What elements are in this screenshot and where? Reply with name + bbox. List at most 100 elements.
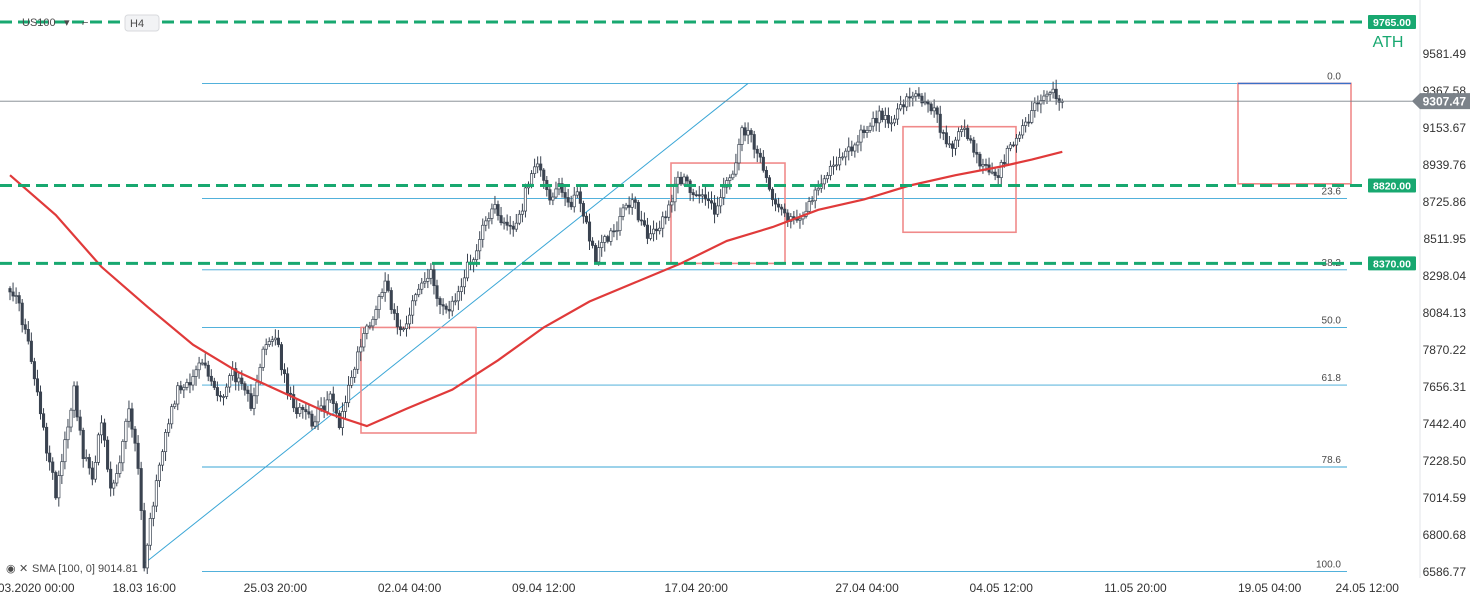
- candle-body[interactable]: [880, 110, 884, 121]
- candle-body[interactable]: [298, 406, 302, 415]
- candle-body[interactable]: [301, 406, 305, 410]
- candle-body[interactable]: [575, 191, 579, 196]
- candle-body[interactable]: [740, 127, 744, 145]
- candle-body[interactable]: [725, 180, 729, 188]
- candle-body[interactable]: [908, 96, 912, 99]
- candle-body[interactable]: [856, 141, 860, 146]
- candle-body[interactable]: [590, 240, 595, 246]
- indicator-eye-icon[interactable]: ◉: [6, 563, 16, 575]
- candle-body[interactable]: [783, 208, 787, 214]
- candle-body[interactable]: [176, 385, 180, 405]
- candle-body[interactable]: [499, 215, 503, 224]
- candle-body[interactable]: [371, 318, 375, 327]
- candle-body[interactable]: [450, 300, 454, 312]
- candle-body[interactable]: [990, 171, 994, 174]
- candle-body[interactable]: [26, 329, 30, 342]
- candle-body[interactable]: [60, 461, 64, 476]
- candle-body[interactable]: [151, 505, 155, 519]
- candle-body[interactable]: [75, 385, 79, 418]
- candle-body[interactable]: [459, 286, 463, 292]
- candle-body[interactable]: [807, 201, 811, 212]
- candle-body[interactable]: [261, 348, 265, 368]
- candle-body[interactable]: [615, 230, 619, 232]
- candle-body[interactable]: [81, 429, 85, 459]
- candle-body[interactable]: [511, 225, 515, 230]
- candle-body[interactable]: [109, 468, 113, 489]
- indicator-close-icon[interactable]: ✕: [19, 563, 28, 575]
- candle-body[interactable]: [978, 153, 982, 167]
- candle-body[interactable]: [374, 309, 378, 320]
- candle-body[interactable]: [953, 139, 958, 149]
- candle-body[interactable]: [536, 163, 540, 168]
- candle-body[interactable]: [14, 295, 18, 297]
- candle-body[interactable]: [633, 199, 637, 203]
- candle-body[interactable]: [51, 461, 55, 473]
- candle-body[interactable]: [221, 396, 226, 398]
- candle-body[interactable]: [286, 373, 290, 394]
- candle-body[interactable]: [655, 228, 659, 232]
- candle-body[interactable]: [624, 204, 628, 209]
- candle-body[interactable]: [883, 115, 887, 121]
- candle-body[interactable]: [853, 144, 857, 152]
- candle-body[interactable]: [276, 337, 280, 345]
- candle-body[interactable]: [697, 194, 701, 197]
- candle-body[interactable]: [444, 305, 448, 310]
- candle-body[interactable]: [145, 544, 149, 569]
- candle-body[interactable]: [865, 130, 869, 133]
- candle-body[interactable]: [383, 280, 387, 293]
- candle-body[interactable]: [164, 432, 168, 453]
- candle-body[interactable]: [200, 362, 204, 365]
- candle-body[interactable]: [975, 151, 979, 155]
- candle-body[interactable]: [798, 218, 802, 221]
- candle-body[interactable]: [871, 117, 875, 127]
- candle-body[interactable]: [337, 412, 341, 428]
- candle-body[interactable]: [999, 162, 1003, 178]
- candle-body[interactable]: [1011, 144, 1016, 147]
- candle-body[interactable]: [447, 308, 451, 312]
- candle-body[interactable]: [1005, 148, 1009, 165]
- candle-body[interactable]: [334, 403, 338, 414]
- candle-body[interactable]: [963, 127, 967, 130]
- candle-body[interactable]: [102, 422, 107, 441]
- candle-body[interactable]: [877, 110, 881, 124]
- candle-body[interactable]: [420, 282, 424, 290]
- candle-body[interactable]: [895, 108, 900, 120]
- candle-body[interactable]: [368, 325, 372, 328]
- candle-body[interactable]: [813, 189, 817, 202]
- symbol-label[interactable]: US100: [22, 17, 56, 29]
- timeframe-button[interactable]: [124, 14, 160, 32]
- candle-body[interactable]: [188, 382, 192, 386]
- candle-body[interactable]: [8, 288, 12, 293]
- candle-body[interactable]: [603, 236, 607, 243]
- candle-body[interactable]: [752, 134, 756, 150]
- candle-body[interactable]: [935, 107, 939, 115]
- candle-body[interactable]: [969, 138, 973, 141]
- candle-body[interactable]: [1008, 144, 1012, 149]
- candle-body[interactable]: [118, 462, 122, 474]
- candle-body[interactable]: [761, 156, 765, 171]
- candle-body[interactable]: [572, 194, 576, 208]
- candle-body[interactable]: [106, 439, 110, 470]
- candle-body[interactable]: [426, 277, 430, 282]
- candle-body[interactable]: [834, 164, 839, 167]
- candle-body[interactable]: [350, 376, 354, 386]
- candle-body[interactable]: [93, 462, 97, 480]
- candle-body[interactable]: [258, 367, 262, 383]
- candle-body[interactable]: [703, 194, 707, 200]
- candle-body[interactable]: [609, 230, 613, 242]
- candle-body[interactable]: [173, 403, 177, 408]
- candle-body[interactable]: [917, 93, 921, 97]
- candle-body[interactable]: [282, 369, 287, 375]
- candle-body[interactable]: [295, 407, 299, 415]
- candle-body[interactable]: [249, 393, 253, 409]
- candle-body[interactable]: [551, 196, 555, 201]
- candle-body[interactable]: [676, 176, 680, 185]
- candle-body[interactable]: [554, 188, 558, 198]
- candle-body[interactable]: [408, 314, 412, 325]
- candle-body[interactable]: [950, 143, 955, 149]
- candle-body[interactable]: [45, 426, 49, 454]
- candle-body[interactable]: [487, 218, 491, 222]
- candle-body[interactable]: [1045, 93, 1049, 97]
- candle-body[interactable]: [517, 213, 521, 224]
- candle-body[interactable]: [523, 187, 528, 212]
